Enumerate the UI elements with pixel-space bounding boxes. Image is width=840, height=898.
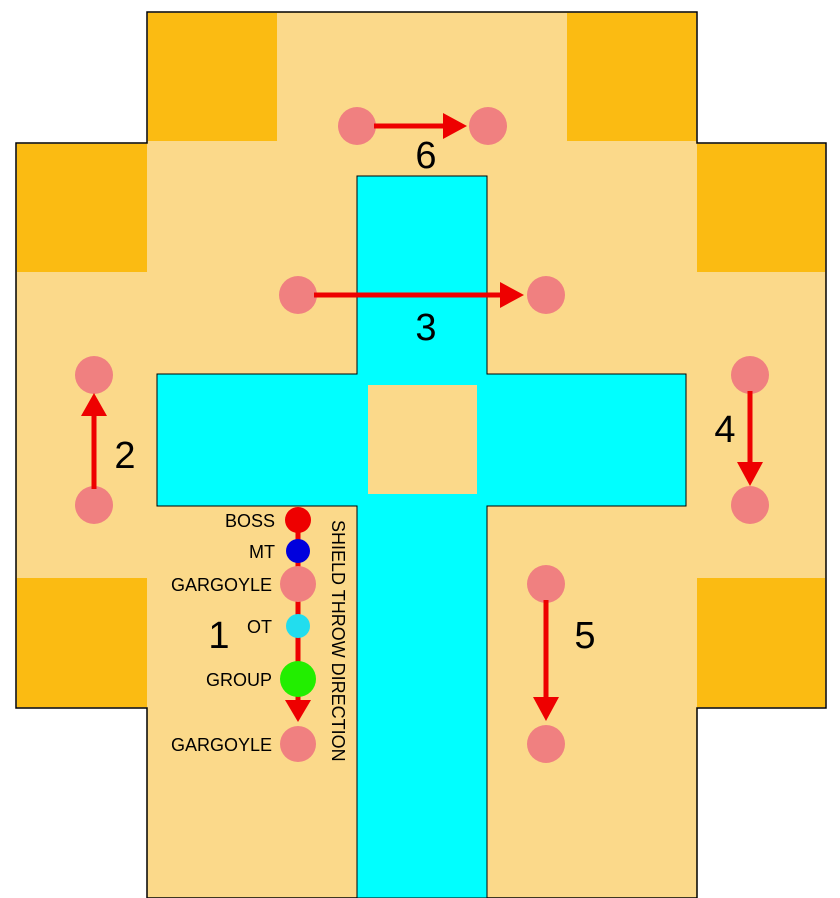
shield-throw-label: SHIELD THROW DIRECTION	[328, 520, 348, 762]
corner-lower-left	[17, 578, 147, 707]
gargoyle-4-end	[731, 486, 769, 524]
gargoyle-5-start	[527, 565, 565, 603]
label-6: 6	[415, 135, 436, 177]
gargoyle-3-end	[527, 276, 565, 314]
corner-lower-right	[697, 578, 825, 707]
label-1: 1	[208, 615, 229, 657]
mt-marker	[286, 539, 310, 563]
gargoyle-6-end	[469, 107, 507, 145]
corner-top-left	[148, 13, 277, 141]
gargoyle-2-start	[75, 486, 113, 524]
gargoyle-bottom-label: GARGOYLE	[171, 735, 272, 755]
water-cross	[156, 175, 687, 898]
group-marker	[280, 661, 316, 697]
gargoyle-3-start	[279, 276, 317, 314]
arrow-5-head	[533, 697, 559, 721]
label-5: 5	[574, 615, 595, 657]
gargoyle-top-label: GARGOYLE	[171, 575, 272, 595]
corner-upper-left	[17, 144, 147, 272]
arrow-4-head	[737, 462, 763, 486]
arrow-3-head	[500, 282, 524, 308]
gargoyle-6-start	[338, 107, 376, 145]
gargoyle-1-bottom	[280, 726, 316, 762]
corner-top-right	[567, 13, 696, 141]
arrow-2-head	[81, 393, 107, 416]
group-label: GROUP	[206, 670, 272, 690]
arrow-6-head	[443, 113, 467, 139]
label-2: 2	[114, 435, 135, 477]
arrow-1-head	[285, 700, 311, 722]
label-3: 3	[415, 307, 436, 349]
corner-upper-right	[697, 144, 825, 272]
gargoyle-5-end	[527, 725, 565, 763]
boss-marker	[285, 507, 311, 533]
gargoyle-1-top	[280, 566, 316, 602]
center-platform	[368, 385, 477, 494]
gargoyle-2-end	[75, 356, 113, 394]
gargoyle-4-start	[731, 356, 769, 394]
boss-label: BOSS	[225, 511, 275, 531]
label-4: 4	[714, 409, 735, 451]
ot-marker	[286, 614, 310, 638]
mt-label: MT	[249, 542, 275, 562]
ot-label: OT	[247, 617, 272, 637]
